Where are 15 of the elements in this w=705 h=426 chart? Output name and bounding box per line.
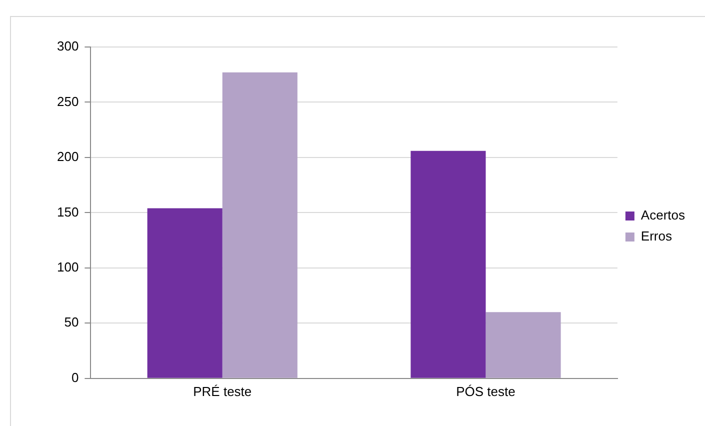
bar (147, 208, 222, 378)
y-tick-label: 50 (64, 314, 79, 330)
y-tick-label: 250 (56, 94, 79, 109)
y-tick-label: 0 (71, 370, 79, 385)
y-tick-label: 300 (56, 38, 79, 54)
y-tick-label: 200 (56, 149, 79, 164)
y-tick-label: 150 (56, 204, 79, 220)
legend-label: Acertos (640, 208, 686, 223)
y-tick-label: 100 (56, 260, 79, 275)
x-tick-label: PÓS teste (456, 384, 516, 399)
legend-label: Erros (640, 228, 672, 244)
bar (222, 72, 298, 378)
x-tick-label: PRÉ teste (193, 384, 252, 399)
bar (410, 150, 486, 378)
bar (486, 312, 561, 378)
